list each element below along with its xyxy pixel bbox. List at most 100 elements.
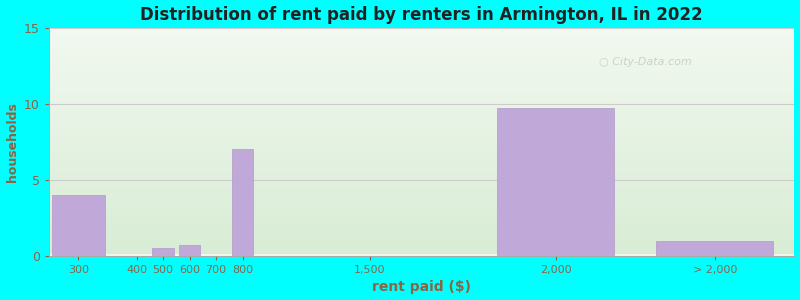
Bar [49, 244, 794, 247]
Bar [49, 28, 794, 30]
Bar [49, 181, 794, 183]
Bar [49, 53, 794, 55]
Bar [49, 128, 794, 130]
Bar [49, 55, 794, 58]
Bar [49, 190, 794, 192]
Bar [49, 26, 794, 28]
Bar [49, 82, 794, 85]
Bar [153, 248, 174, 256]
Bar [49, 69, 794, 71]
Bar [49, 231, 794, 233]
Bar [179, 245, 200, 256]
Bar [232, 149, 254, 256]
Bar [49, 142, 794, 144]
Bar [49, 130, 794, 133]
Bar [49, 196, 794, 199]
Bar [49, 165, 794, 167]
Bar [49, 62, 794, 64]
Bar [49, 151, 794, 153]
Bar [498, 108, 614, 256]
Bar [49, 39, 794, 42]
Bar [49, 188, 794, 190]
Bar [49, 78, 794, 80]
Bar [49, 112, 794, 115]
Bar [49, 94, 794, 96]
Bar [49, 101, 794, 103]
Bar [49, 105, 794, 108]
Bar [49, 137, 794, 140]
Bar [49, 48, 794, 51]
Bar [49, 251, 794, 253]
Bar [49, 35, 794, 37]
Bar [49, 146, 794, 149]
Bar [49, 108, 794, 110]
Bar [49, 119, 794, 122]
Bar [49, 135, 794, 137]
Bar [49, 160, 794, 162]
Bar [49, 249, 794, 251]
Bar [49, 206, 794, 208]
Bar [49, 80, 794, 83]
Title: Distribution of rent paid by renters in Armington, IL in 2022: Distribution of rent paid by renters in … [141, 6, 703, 24]
Bar [49, 74, 794, 76]
Bar [49, 85, 794, 87]
Bar [49, 212, 794, 215]
Bar [49, 46, 794, 48]
Bar [52, 195, 105, 256]
Bar [49, 235, 794, 238]
Y-axis label: households: households [6, 102, 18, 182]
Bar [49, 87, 794, 89]
Bar [49, 96, 794, 99]
Bar [49, 110, 794, 112]
Bar [49, 153, 794, 156]
Bar [49, 99, 794, 101]
Bar [49, 71, 794, 74]
Bar [49, 162, 794, 165]
Bar [49, 247, 794, 249]
Bar [49, 156, 794, 158]
Bar [49, 32, 794, 35]
Bar [49, 140, 794, 142]
Bar [49, 149, 794, 151]
Bar [49, 192, 794, 194]
Bar [49, 172, 794, 174]
Bar [49, 30, 794, 32]
Bar [49, 194, 794, 196]
Bar [49, 240, 794, 242]
Bar [49, 42, 794, 44]
X-axis label: rent paid ($): rent paid ($) [372, 280, 471, 294]
Bar [49, 224, 794, 226]
Bar [49, 208, 794, 210]
Bar [49, 174, 794, 176]
Bar [49, 60, 794, 62]
Bar [49, 92, 794, 94]
Bar [49, 215, 794, 217]
Bar [49, 117, 794, 119]
Bar [49, 158, 794, 160]
Bar [49, 37, 794, 39]
Text: ○ City-Data.com: ○ City-Data.com [599, 57, 692, 67]
Bar [49, 178, 794, 181]
Bar [49, 122, 794, 124]
Bar [49, 226, 794, 229]
Bar [49, 76, 794, 78]
Bar [49, 133, 794, 135]
Bar [49, 229, 794, 231]
Bar [49, 238, 794, 240]
Bar [49, 201, 794, 203]
Bar [49, 67, 794, 69]
Bar [49, 217, 794, 219]
Bar [49, 242, 794, 244]
Bar [49, 210, 794, 212]
Bar [49, 51, 794, 53]
Bar [49, 176, 794, 178]
Bar [49, 126, 794, 128]
Bar [49, 183, 794, 185]
Bar [49, 58, 794, 60]
Bar [49, 219, 794, 222]
Bar [49, 167, 794, 169]
Bar [49, 185, 794, 188]
Bar [49, 44, 794, 46]
Bar [49, 144, 794, 146]
Bar [49, 203, 794, 206]
